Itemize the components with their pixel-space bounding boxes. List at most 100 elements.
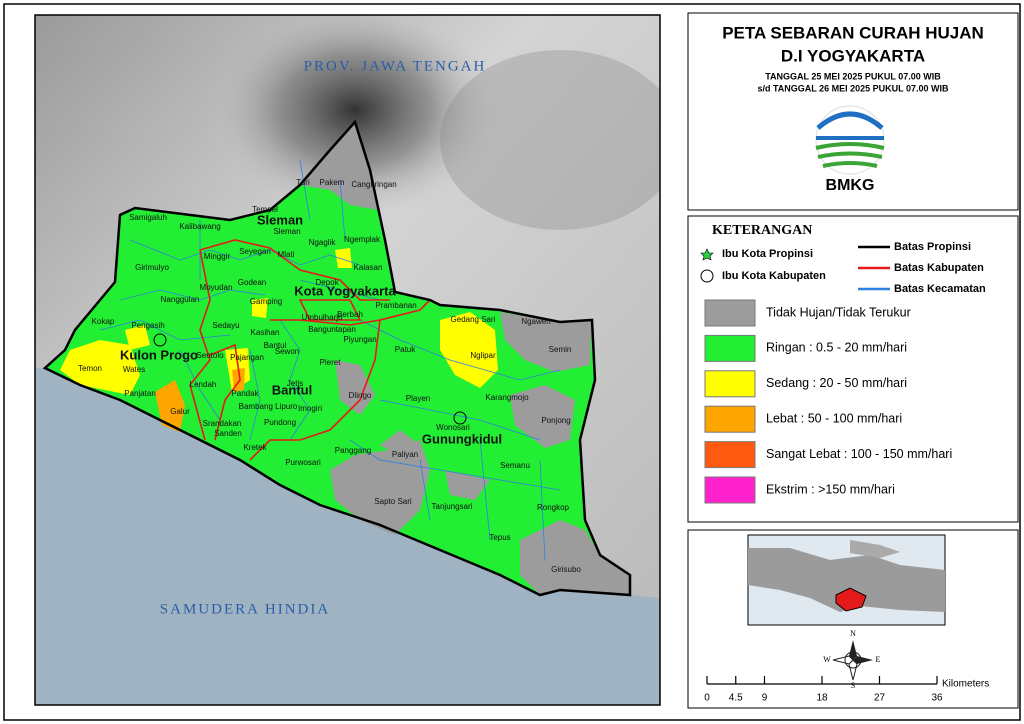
district-label: Purwosari bbox=[285, 458, 321, 467]
district-label: Wates bbox=[123, 365, 145, 374]
district-label: Tepus bbox=[489, 533, 510, 542]
scale-tick-label: 4.5 bbox=[729, 693, 743, 704]
district-boundary bbox=[179, 349, 261, 441]
district-label: Turi bbox=[296, 178, 310, 187]
locator-map bbox=[747, 534, 946, 626]
logo bbox=[815, 105, 885, 175]
district-label: Ngaglik bbox=[309, 238, 337, 247]
legend-symbol-label: Ibu Kota Propinsi bbox=[722, 248, 813, 260]
regency-capital bbox=[153, 333, 167, 347]
district-label: Playen bbox=[406, 394, 430, 403]
regency-label: Sleman bbox=[257, 212, 303, 227]
district-label: Temon bbox=[78, 364, 102, 373]
district-label: Nglipar bbox=[470, 351, 496, 360]
district-label: Girimulyo bbox=[135, 263, 169, 272]
district-label: Kalibawang bbox=[179, 222, 220, 231]
compass-label: W bbox=[823, 655, 831, 664]
legend-symbol-label: Ibu Kota Kabupaten bbox=[722, 270, 826, 282]
district-boundary bbox=[129, 239, 361, 266]
scale-tick-label: 18 bbox=[816, 693, 828, 704]
district-label: Girisubo bbox=[551, 565, 581, 574]
district-label: Gedang Sari bbox=[451, 315, 496, 324]
district-label: Minggir bbox=[204, 252, 231, 261]
compass-label: S bbox=[851, 681, 855, 690]
scale-bar: 0 4.5 9 18 27 36 bbox=[704, 676, 943, 704]
rain-zone bbox=[380, 430, 420, 460]
district-label: Berbah bbox=[337, 310, 363, 319]
district-label: Godean bbox=[238, 278, 266, 287]
scale-tick-label: 36 bbox=[931, 693, 943, 704]
district-label: Gamping bbox=[250, 297, 282, 306]
district-boundary bbox=[349, 439, 561, 491]
legend-line-label: Batas Kecamatan bbox=[894, 283, 986, 295]
district-label: Moyudan bbox=[200, 283, 233, 292]
legend-box bbox=[687, 215, 1019, 523]
district-boundary bbox=[419, 439, 546, 561]
regency-boundary bbox=[249, 319, 381, 461]
district-label: Pundong bbox=[264, 418, 296, 427]
rain-zone bbox=[330, 440, 430, 535]
district-label: Bantul bbox=[264, 341, 287, 350]
district-label: Jetis bbox=[287, 379, 303, 388]
ocean-label: SAMUDERA HINDIA bbox=[160, 601, 330, 617]
regency-label: Kota Yogyakarta bbox=[294, 283, 396, 298]
hill-relief bbox=[440, 50, 660, 230]
district-boundary bbox=[99, 319, 231, 341]
regency-boundary bbox=[209, 343, 241, 441]
district-label: Umbulharjo bbox=[302, 313, 343, 322]
regency-boundary bbox=[298, 299, 362, 321]
district-label: Ngawen bbox=[521, 317, 550, 326]
rain-zone bbox=[335, 248, 352, 268]
district-label: Semin bbox=[549, 345, 572, 354]
volcano-relief bbox=[205, 15, 505, 220]
rain-zone bbox=[500, 312, 592, 372]
legend-items: Batas Propinsi Batas Kabupaten Batas Kecam… bbox=[704, 241, 986, 504]
regency-capital-symbol bbox=[700, 269, 714, 283]
district-label: Prambanan bbox=[375, 301, 416, 310]
legend-class-label: Lebat : 50 - 100 mm/hari bbox=[766, 411, 902, 425]
district-label: Depok bbox=[315, 278, 339, 287]
district-label: Imogiri bbox=[298, 404, 322, 413]
legend-class-label: Ringan : 0.5 - 20 mm/hari bbox=[766, 341, 907, 355]
district-label: Mlati bbox=[278, 250, 295, 259]
district-label: Seyegan bbox=[239, 247, 271, 256]
legend-swatch bbox=[704, 405, 756, 433]
district-label: Sleman bbox=[273, 227, 300, 236]
capital-symbol bbox=[700, 248, 714, 261]
scale-tick-label: 0 bbox=[704, 693, 710, 704]
district-label: Pleret bbox=[320, 358, 342, 367]
rain-zone bbox=[60, 340, 140, 395]
province-boundary bbox=[42, 119, 632, 597]
title: PETA SEBARAN CURAH HUJAN bbox=[722, 23, 984, 42]
map-frame bbox=[34, 14, 661, 706]
scale-unit: Kilometers bbox=[942, 679, 989, 690]
regency-label: Gunungkidul bbox=[422, 431, 502, 446]
compass-label: N bbox=[850, 629, 856, 638]
legend-line-label: Batas Kabupaten bbox=[894, 262, 984, 274]
district-label: Rongkop bbox=[537, 503, 570, 512]
district-label: Sapto Sari bbox=[374, 497, 412, 506]
regency-capital bbox=[453, 411, 467, 425]
district-label: Ponjong bbox=[541, 416, 570, 425]
district-boundary bbox=[279, 319, 311, 441]
district-label: Patuk bbox=[395, 345, 416, 354]
rain-zone bbox=[300, 122, 378, 210]
legend-swatch bbox=[704, 441, 756, 469]
district-label: Pandak bbox=[231, 389, 259, 398]
rain-zone bbox=[520, 520, 630, 595]
district-label: Nanggulan bbox=[161, 295, 200, 304]
district-label: Panjatan bbox=[124, 389, 156, 398]
date-line: TANGGAL 25 MEI 2025 PUKUL 07.00 WIB bbox=[765, 71, 941, 81]
district-label: Paliyan bbox=[392, 450, 418, 459]
district-label: Bambang Lipuro bbox=[239, 402, 298, 411]
district-label: Sentolo bbox=[196, 351, 224, 360]
district-label: Kalasan bbox=[354, 263, 383, 272]
district-label: Piyungan bbox=[343, 335, 376, 344]
regency-label: Bantul bbox=[272, 382, 312, 397]
district-label: Kretek bbox=[243, 443, 267, 452]
district-label: Kokap bbox=[92, 317, 115, 326]
district-boundary bbox=[119, 289, 266, 301]
legend-line-label: Batas Propinsi bbox=[894, 241, 971, 253]
district-label: Dlingo bbox=[349, 391, 372, 400]
